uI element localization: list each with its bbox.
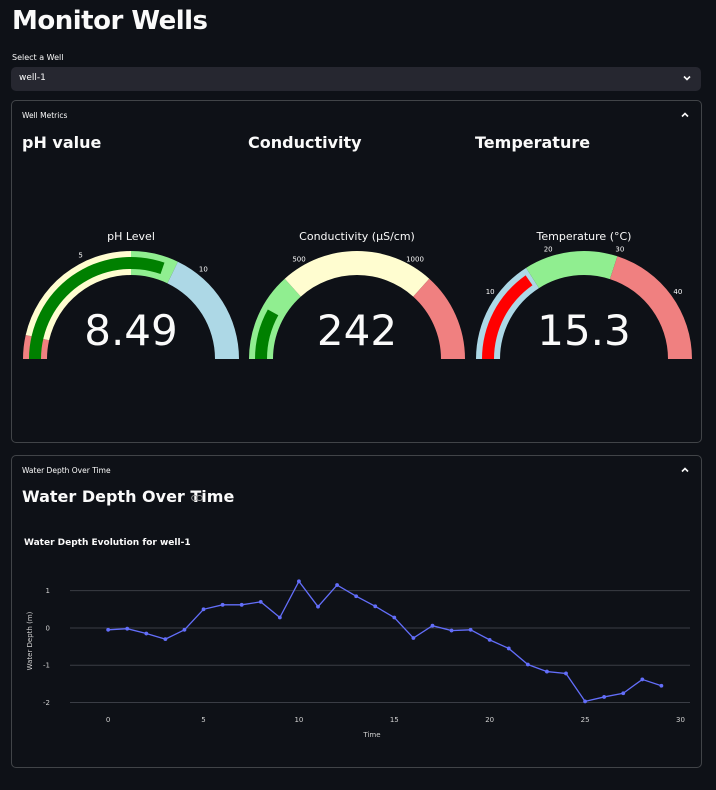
data-point[interactable] — [201, 607, 206, 612]
x-tick-label: 20 — [485, 716, 494, 724]
data-point[interactable] — [621, 691, 626, 696]
gauge-value-bar — [482, 275, 533, 359]
x-tick-label: 0 — [106, 716, 110, 724]
data-point[interactable] — [163, 637, 168, 642]
well-select-value: well-1 — [19, 73, 46, 83]
gauge-tick-label: 10 — [486, 288, 495, 296]
x-tick-label: 30 — [676, 716, 685, 724]
gauge-title: pH Level — [107, 230, 155, 243]
data-point[interactable] — [468, 627, 473, 632]
well-metrics-header[interactable]: Well Metrics — [22, 111, 68, 120]
data-point[interactable] — [239, 602, 244, 607]
page-title: Monitor Wells — [12, 6, 208, 36]
gauge-value-bar — [255, 309, 279, 359]
temperature-gauge: Temperature (°C) 10 20 30 40 15.3 — [476, 230, 692, 359]
gauge-step — [284, 251, 430, 297]
gauge-value-bar — [29, 257, 165, 359]
y-tick-label: -1 — [43, 662, 50, 670]
data-point[interactable] — [545, 669, 549, 674]
x-tick-label: 10 — [294, 716, 303, 724]
data-point[interactable] — [392, 615, 397, 620]
water-depth-header[interactable]: Water Depth Over Time — [22, 466, 111, 475]
data-point[interactable] — [354, 594, 359, 599]
gauge-tick-label: 500 — [292, 256, 305, 264]
conductivity-column-title: Conductivity — [248, 133, 362, 152]
data-point[interactable] — [487, 637, 492, 642]
gauge-tick-label: 10 — [199, 265, 208, 273]
gauge-step — [25, 251, 131, 341]
gauge-tick-label: 1000 — [406, 256, 424, 264]
data-point[interactable] — [316, 604, 320, 609]
data-point[interactable] — [659, 683, 664, 688]
data-point[interactable] — [277, 615, 282, 620]
ph-column-title: pH value — [22, 133, 102, 152]
y-tick-label: 1 — [46, 587, 50, 595]
well-select[interactable]: well-1 — [11, 67, 701, 91]
y-axis-label: Water Depth (m) — [26, 611, 34, 670]
data-point[interactable] — [564, 671, 568, 676]
data-point[interactable] — [411, 636, 416, 640]
x-tick-label: 5 — [201, 716, 205, 724]
temperature-column-title: Temperature — [475, 133, 591, 152]
gauge-tick-label: 40 — [673, 288, 682, 296]
data-point[interactable] — [144, 631, 149, 636]
series-line — [108, 580, 662, 703]
select-label: Select a Well — [12, 53, 64, 62]
water-depth-section-title: Water Depth Over Time — [22, 487, 235, 506]
data-point[interactable] — [640, 677, 645, 682]
data-point[interactable] — [373, 604, 378, 609]
conductivity-gauge: Conductivity (µS/cm) 500 1000 242 — [249, 230, 465, 359]
water-depth-panel: Water Depth Over Time — [11, 455, 702, 768]
gauge-step — [167, 261, 239, 359]
data-point[interactable] — [602, 695, 607, 699]
data-point[interactable] — [258, 599, 263, 604]
y-tick-label: -2 — [43, 699, 50, 707]
data-point[interactable] — [525, 662, 530, 667]
well-metrics-panel: Well Metrics — [11, 100, 702, 443]
data-point[interactable] — [106, 627, 111, 632]
data-point[interactable] — [449, 628, 454, 633]
chevron-up-icon[interactable] — [679, 109, 691, 121]
data-point[interactable] — [220, 602, 225, 607]
gauge-tick-label: 20 — [544, 246, 553, 254]
data-point[interactable] — [583, 699, 587, 704]
data-point[interactable] — [125, 626, 130, 631]
x-tick-label: 25 — [581, 716, 590, 724]
gauge-value: 8.49 — [84, 306, 178, 355]
gauge-step — [609, 256, 692, 359]
gauge-step — [526, 251, 618, 289]
gauge-step — [413, 278, 465, 359]
data-point[interactable] — [430, 623, 435, 628]
x-tick-label: 15 — [390, 716, 399, 724]
data-point[interactable] — [182, 627, 187, 632]
chevron-up-icon[interactable] — [679, 464, 691, 476]
data-point[interactable] — [335, 583, 339, 587]
gauge-value: 15.3 — [537, 306, 631, 355]
gauge-tick-label: 5 — [78, 251, 82, 259]
gauge-tick-label: 30 — [615, 246, 624, 254]
gauge-title: Conductivity (µS/cm) — [299, 230, 415, 243]
y-tick-label: 0 — [46, 624, 50, 632]
x-axis-label: Time — [362, 731, 380, 739]
data-point[interactable] — [506, 646, 511, 651]
gauge-value: 242 — [317, 306, 397, 355]
data-point[interactable] — [297, 579, 301, 584]
chart-title: Water Depth Evolution for well-1 — [24, 538, 191, 548]
chevron-down-icon — [683, 75, 691, 81]
link-icon[interactable] — [191, 494, 203, 502]
gauge-title: Temperature (°C) — [536, 230, 632, 243]
ph-gauge: pH Level 5 10 8.49 — [23, 230, 239, 359]
